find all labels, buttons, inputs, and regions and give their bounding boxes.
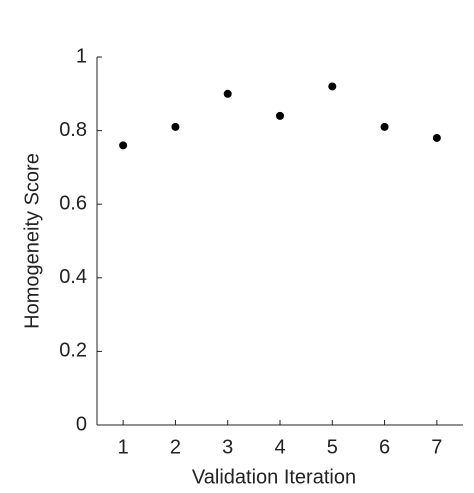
- x-tick-label: 1: [118, 436, 129, 458]
- point: [171, 122, 180, 131]
- y-tick-label: 0: [76, 413, 87, 435]
- x-tick-label: 6: [379, 436, 390, 458]
- x-tick-label: 3: [222, 436, 233, 458]
- x-tick-label: 5: [327, 436, 338, 458]
- point: [223, 89, 232, 98]
- y-tick-label: 1: [76, 45, 87, 67]
- y-tick-label: 0.6: [59, 192, 87, 214]
- x-axis-label: Validation Iteration: [192, 466, 356, 488]
- point: [328, 82, 337, 91]
- point: [432, 133, 441, 142]
- y-tick-label: 0.4: [59, 266, 87, 288]
- x-tick-label: 2: [170, 436, 181, 458]
- point: [380, 122, 389, 131]
- point: [119, 141, 128, 150]
- y-tick-label: 0.8: [59, 119, 87, 141]
- point: [276, 111, 284, 120]
- y-tick-label: 0.2: [59, 340, 87, 362]
- x-tick-label: 4: [274, 436, 285, 458]
- y-axis-label: Homogeneity Score: [21, 153, 43, 329]
- x-tick-label: 7: [431, 436, 442, 458]
